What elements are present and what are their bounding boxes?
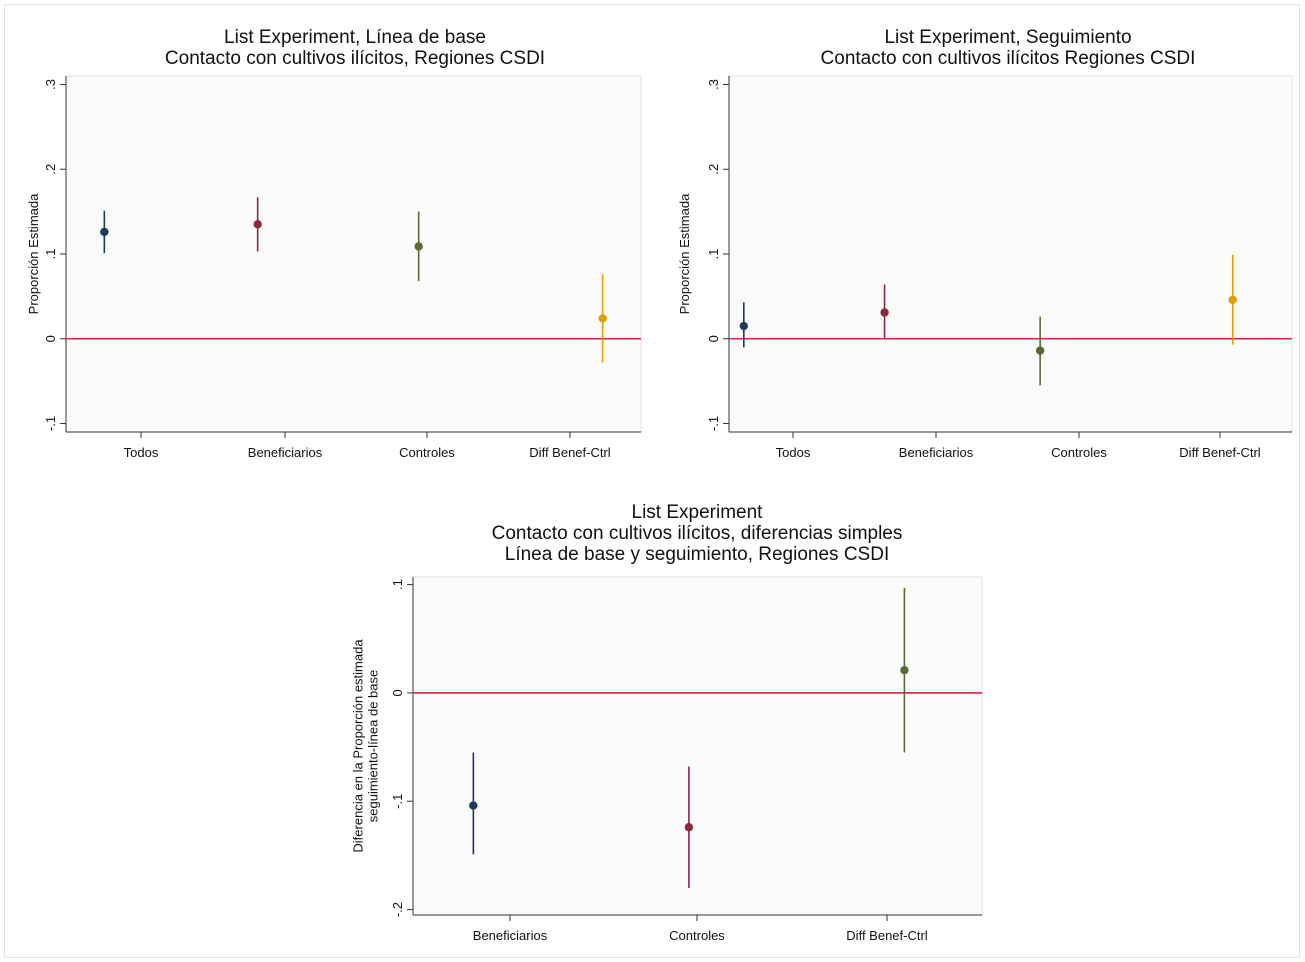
y-tick-label: -.1 [43,416,58,431]
plot-area [65,75,642,433]
y-tick-label: .1 [43,249,58,260]
estimate-point [100,227,109,237]
chart-title-line: List Experiment, Seguimiento [884,27,1131,48]
estimate-point [1035,346,1045,355]
y-tick-label: .2 [706,164,721,175]
chart-title-line: Contacto con cultivos ilícitos, Regiones… [165,48,545,69]
estimate-point [414,242,423,251]
y-tick-label: 0 [43,335,58,342]
estimate-point [900,665,909,675]
y-tick-label: 0 [706,335,721,342]
x-category-label: Todos [776,445,811,460]
y-tick-label: .3 [43,79,58,90]
chart-title-line: Contacto con cultivos ilícitos Regiones … [821,48,1196,69]
x-category-label: Beneficiarios [899,445,974,460]
x-category-label: Controles [1051,445,1107,460]
chart-title-line: Contacto con cultivos ilícitos, diferenc… [492,523,903,544]
estimate-point [684,823,694,832]
chart-title-line: Línea de base y seguimiento, Regiones CS… [505,544,889,565]
x-category-label: Beneficiarios [473,928,548,943]
y-axis-title: Proporción Estimada [26,193,41,314]
y-tick-label: 0 [390,689,405,696]
estimate-point [880,308,889,317]
x-category-label: Diff Benef-Ctrl [846,928,928,943]
y-tick-label: .1 [706,249,721,260]
estimate-point [469,801,478,810]
x-category-label: Controles [399,445,455,460]
y-axis-title: seguimiento-línea de base [366,670,381,823]
x-category-label: Diff Benef-Ctrl [529,445,611,460]
x-category-label: Diff Benef-Ctrl [1179,445,1261,460]
y-axis-title: Proporción Estimada [677,193,692,314]
estimate-point [1228,295,1237,304]
plot-area [728,75,1293,433]
y-tick-label: .3 [706,79,721,90]
y-tick-label: .2 [43,164,58,175]
estimate-point [253,220,262,229]
y-tick-label: -.1 [390,794,405,809]
y-axis-title: Diferencia en la Proporción estimada [351,639,366,853]
chart-title-line: List Experiment, Línea de base [224,27,486,48]
estimate-point [598,314,607,323]
y-tick-label: -.1 [706,416,721,431]
estimate-point [739,321,749,331]
y-tick-label: -.2 [390,902,405,917]
x-category-label: Todos [124,445,159,460]
x-category-label: Controles [669,928,725,943]
chart-title-line: List Experiment [632,502,764,523]
plot-area [412,576,983,916]
y-tick-label: .1 [390,579,405,590]
x-category-label: Beneficiarios [248,445,323,460]
